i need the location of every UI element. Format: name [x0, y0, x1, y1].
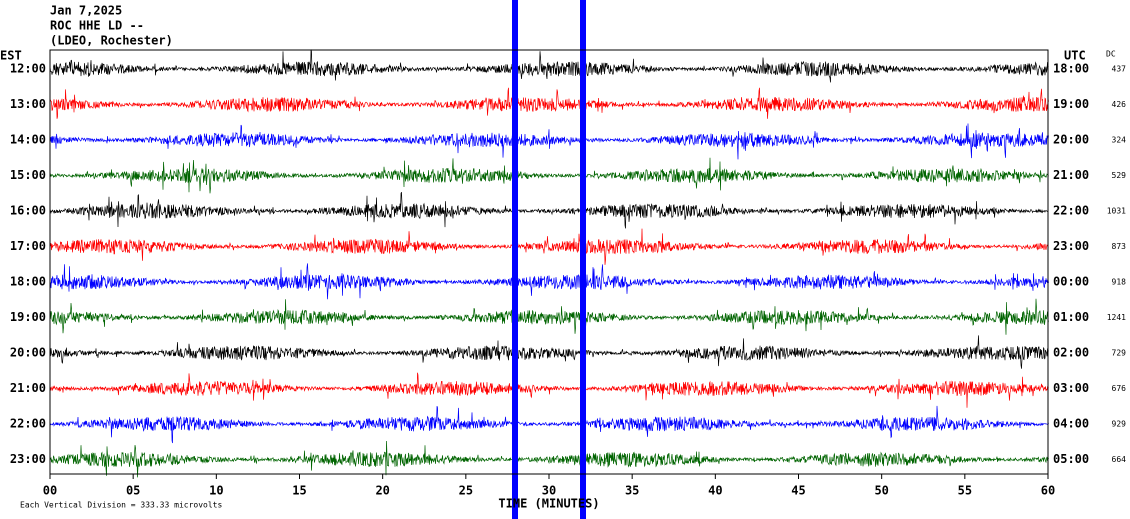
trace — [49, 298, 1049, 335]
x-tick-label: 05 — [126, 484, 140, 498]
x-tick-label: 00 — [43, 484, 57, 498]
left-label: 14:00 — [10, 133, 46, 147]
event-spike — [512, 0, 518, 519]
right-label: 05:00 — [1053, 452, 1089, 466]
right-label: 20:00 — [1053, 133, 1089, 147]
right-label: 23:00 — [1053, 239, 1089, 253]
left-title: EST — [0, 49, 22, 63]
right-label: 18:00 — [1053, 62, 1089, 76]
header-network: (LDEO, Rochester) — [50, 34, 173, 48]
header-date: Jan 7,2025 — [50, 4, 122, 18]
dc-title: DC — [1106, 50, 1116, 59]
dc-value: 437 — [1112, 65, 1127, 74]
left-label: 17:00 — [10, 239, 46, 253]
trace — [49, 263, 1049, 300]
trace — [49, 123, 1049, 160]
trace — [49, 440, 1049, 478]
right-label: 04:00 — [1053, 417, 1089, 431]
x-title: TIME (MINUTES) — [498, 497, 599, 511]
x-tick-label: 45 — [791, 484, 805, 498]
trace — [49, 405, 1049, 444]
trace — [49, 372, 1049, 408]
left-label: 13:00 — [10, 97, 46, 111]
x-tick-label: 10 — [209, 484, 223, 498]
x-tick-label: 35 — [625, 484, 639, 498]
dc-value: 664 — [1112, 455, 1127, 464]
dc-value: 529 — [1112, 171, 1127, 180]
x-tick-label: 50 — [874, 484, 888, 498]
dc-value: 426 — [1112, 100, 1127, 109]
dc-value: 729 — [1112, 349, 1127, 358]
dc-value: 873 — [1112, 242, 1127, 251]
traces — [49, 0, 1049, 519]
x-tick-label: 20 — [375, 484, 389, 498]
right-label: 00:00 — [1053, 275, 1089, 289]
left-label: 18:00 — [10, 275, 46, 289]
left-label: 22:00 — [10, 417, 46, 431]
right-label: 02:00 — [1053, 346, 1089, 360]
x-tick-label: 15 — [292, 484, 306, 498]
left-label: 19:00 — [10, 310, 46, 324]
dc-value: 918 — [1112, 278, 1127, 287]
dc-value: 1241 — [1107, 313, 1126, 322]
x-tick-label: 25 — [459, 484, 473, 498]
dc-value: 1031 — [1107, 207, 1126, 216]
left-label: 20:00 — [10, 346, 46, 360]
header-station: ROC HHE LD -- — [50, 19, 144, 33]
right-label: 22:00 — [1053, 204, 1089, 218]
event-spike — [580, 0, 586, 519]
trace — [49, 192, 1049, 229]
trace — [49, 49, 1049, 83]
trace — [49, 87, 1049, 119]
x-tick-label: 30 — [542, 484, 556, 498]
plot-frame — [49, 49, 1049, 475]
right-title: UTC — [1064, 49, 1086, 63]
left-label: 12:00 — [10, 62, 46, 76]
right-label: 03:00 — [1053, 381, 1089, 395]
dc-value: 676 — [1112, 384, 1127, 393]
x-tick-label: 55 — [958, 484, 972, 498]
trace — [49, 157, 1049, 194]
left-label: 21:00 — [10, 381, 46, 395]
footer: Each Vertical Division = 333.33 microvol… — [20, 501, 222, 510]
trace — [49, 228, 1049, 265]
dc-value: 929 — [1112, 420, 1127, 429]
right-label: 19:00 — [1053, 97, 1089, 111]
x-tick-label: 40 — [708, 484, 722, 498]
left-label: 16:00 — [10, 204, 46, 218]
x-tick-label: 60 — [1041, 484, 1055, 498]
right-label: 01:00 — [1053, 310, 1089, 324]
trace — [49, 335, 1049, 369]
right-label: 21:00 — [1053, 168, 1089, 182]
left-label: 15:00 — [10, 168, 46, 182]
dc-value: 324 — [1112, 136, 1127, 145]
left-label: 23:00 — [10, 452, 46, 466]
